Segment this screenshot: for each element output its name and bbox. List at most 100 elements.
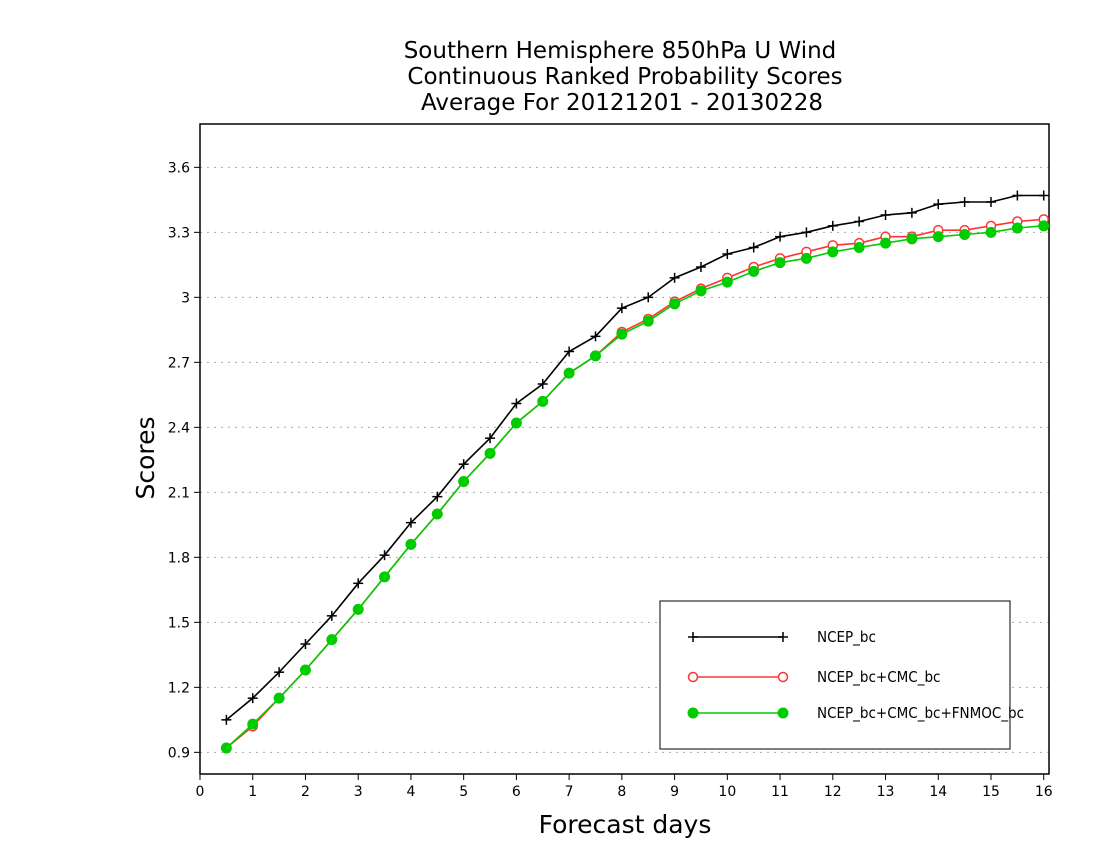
x-tick-label: 8 <box>617 784 626 800</box>
legend-box <box>659 600 1011 750</box>
legend-marker-end <box>777 707 789 719</box>
series-3-point <box>748 265 760 277</box>
series-3-point <box>484 447 496 459</box>
series-3-point <box>853 242 865 253</box>
series-3-point <box>379 571 391 583</box>
legend-entry-2: NCEP_bc+CMC_bc <box>687 668 940 687</box>
series-3-point <box>906 233 918 245</box>
y-tick-label: 2.1 <box>168 485 190 501</box>
series-3-point <box>932 231 944 243</box>
y-tick-label: 0.9 <box>168 745 190 761</box>
series-1-point <box>326 610 337 621</box>
series-1-point <box>247 693 258 704</box>
series-3-point <box>695 285 707 297</box>
chart-title-line-2: Continuous Ranked Probability Scores <box>407 64 842 90</box>
series-3-point <box>1038 220 1050 232</box>
y-tick-label: 3.6 <box>168 160 190 176</box>
series-1-point <box>880 210 891 220</box>
x-tick-label: 9 <box>670 784 679 800</box>
series-1-point <box>854 216 865 227</box>
legend-entry-1: NCEP_bc <box>688 628 876 647</box>
legend-label: NCEP_bc+CMC_bc <box>817 668 940 687</box>
legend-marker-end <box>778 632 788 642</box>
series-3-point <box>589 350 601 362</box>
series-1-point <box>827 220 838 231</box>
x-tick-label: 7 <box>565 784 574 800</box>
series-1-point <box>1012 190 1023 201</box>
series-3-point <box>959 229 971 240</box>
x-tick-label: 14 <box>929 784 947 800</box>
series-3-point <box>220 742 232 754</box>
series-3-point <box>1011 222 1023 234</box>
series-1-point <box>985 197 996 207</box>
x-tick-label: 2 <box>301 784 310 800</box>
y-tick-label: 3.3 <box>168 225 190 241</box>
x-axis-ticks: 0 1 2 3 4 5 6 7 8 9 10 11 12 13 14 15 16 <box>196 774 1053 800</box>
series-1-point <box>432 491 443 502</box>
series-1-point <box>353 578 364 589</box>
y-tick-label: 2.4 <box>168 420 190 436</box>
x-tick-label: 16 <box>1035 784 1053 800</box>
series-1-point <box>933 199 944 210</box>
x-tick-label: 1 <box>248 784 257 800</box>
series-1-point <box>274 667 285 678</box>
series-1-point <box>537 379 548 389</box>
series-1 <box>221 190 1049 725</box>
x-tick-label: 0 <box>196 784 205 800</box>
series-3-point <box>431 508 443 520</box>
series-3-point <box>642 315 654 327</box>
series-1-point <box>405 517 416 528</box>
legend-marker-start <box>687 671 699 683</box>
x-axis-title: Forecast days <box>539 810 712 839</box>
y-tick-label: 2.7 <box>168 355 190 371</box>
x-tick-label: 10 <box>718 784 736 800</box>
series-3-point <box>352 603 364 615</box>
y-tick-label: 1.2 <box>168 680 190 696</box>
series-3-point <box>563 367 575 379</box>
legend: NCEP_bc NCEP_bc+CMC_bc NCEP_bc+CMC_bc+FNMO… <box>659 600 1024 750</box>
y-axis-ticks: 0.9 1.2 1.5 1.8 2.1 2.4 2.7 3 3.3 3.6 <box>168 160 200 761</box>
legend-entry-3: NCEP_bc+CMC_bc+FNMOC_bc <box>687 704 1024 723</box>
y-tick-label: 1.5 <box>168 615 190 631</box>
series-1-point <box>564 346 575 357</box>
series-1-point <box>485 433 496 444</box>
series-3-point <box>458 476 470 487</box>
x-tick-label: 5 <box>459 784 468 800</box>
series-1-point <box>669 272 680 283</box>
series-1-point <box>590 331 601 342</box>
plot-area-frame <box>199 123 1050 775</box>
series-1-point <box>616 303 627 314</box>
series-3-point <box>299 664 311 676</box>
series-1-point <box>801 227 812 238</box>
x-tick-label: 12 <box>824 784 842 800</box>
series-3-point <box>800 252 812 264</box>
series-1-point <box>695 262 706 272</box>
series-3-point <box>247 718 259 730</box>
series-3-point <box>880 237 892 249</box>
series-1-point <box>379 550 390 561</box>
legend-marker-start <box>688 632 698 642</box>
y-tick-label: 1.8 <box>168 550 190 566</box>
x-tick-label: 15 <box>982 784 1000 800</box>
series-1-point <box>959 197 970 207</box>
series-3-point <box>273 692 285 704</box>
x-tick-label: 11 <box>771 784 789 800</box>
legend-marker-start <box>687 707 699 719</box>
series-1-point <box>722 249 733 259</box>
series-3-point <box>405 538 417 550</box>
series-3-point <box>616 328 628 340</box>
series-3-point <box>669 298 681 310</box>
series-1-point <box>1038 190 1049 201</box>
series-1-point <box>643 292 654 303</box>
y-tick-label: 3 <box>181 290 190 306</box>
series-1-point <box>511 398 522 409</box>
series-3-point <box>985 226 997 238</box>
chart-title: Southern Hemisphere 850hPa U Wind Contin… <box>404 38 843 116</box>
series-3-point <box>827 246 839 258</box>
x-tick-label: 3 <box>354 784 363 800</box>
chart-title-line-1: Southern Hemisphere 850hPa U Wind <box>404 38 837 64</box>
legend-label: NCEP_bc+CMC_bc+FNMOC_bc <box>817 704 1024 723</box>
series-1-point <box>748 242 759 253</box>
